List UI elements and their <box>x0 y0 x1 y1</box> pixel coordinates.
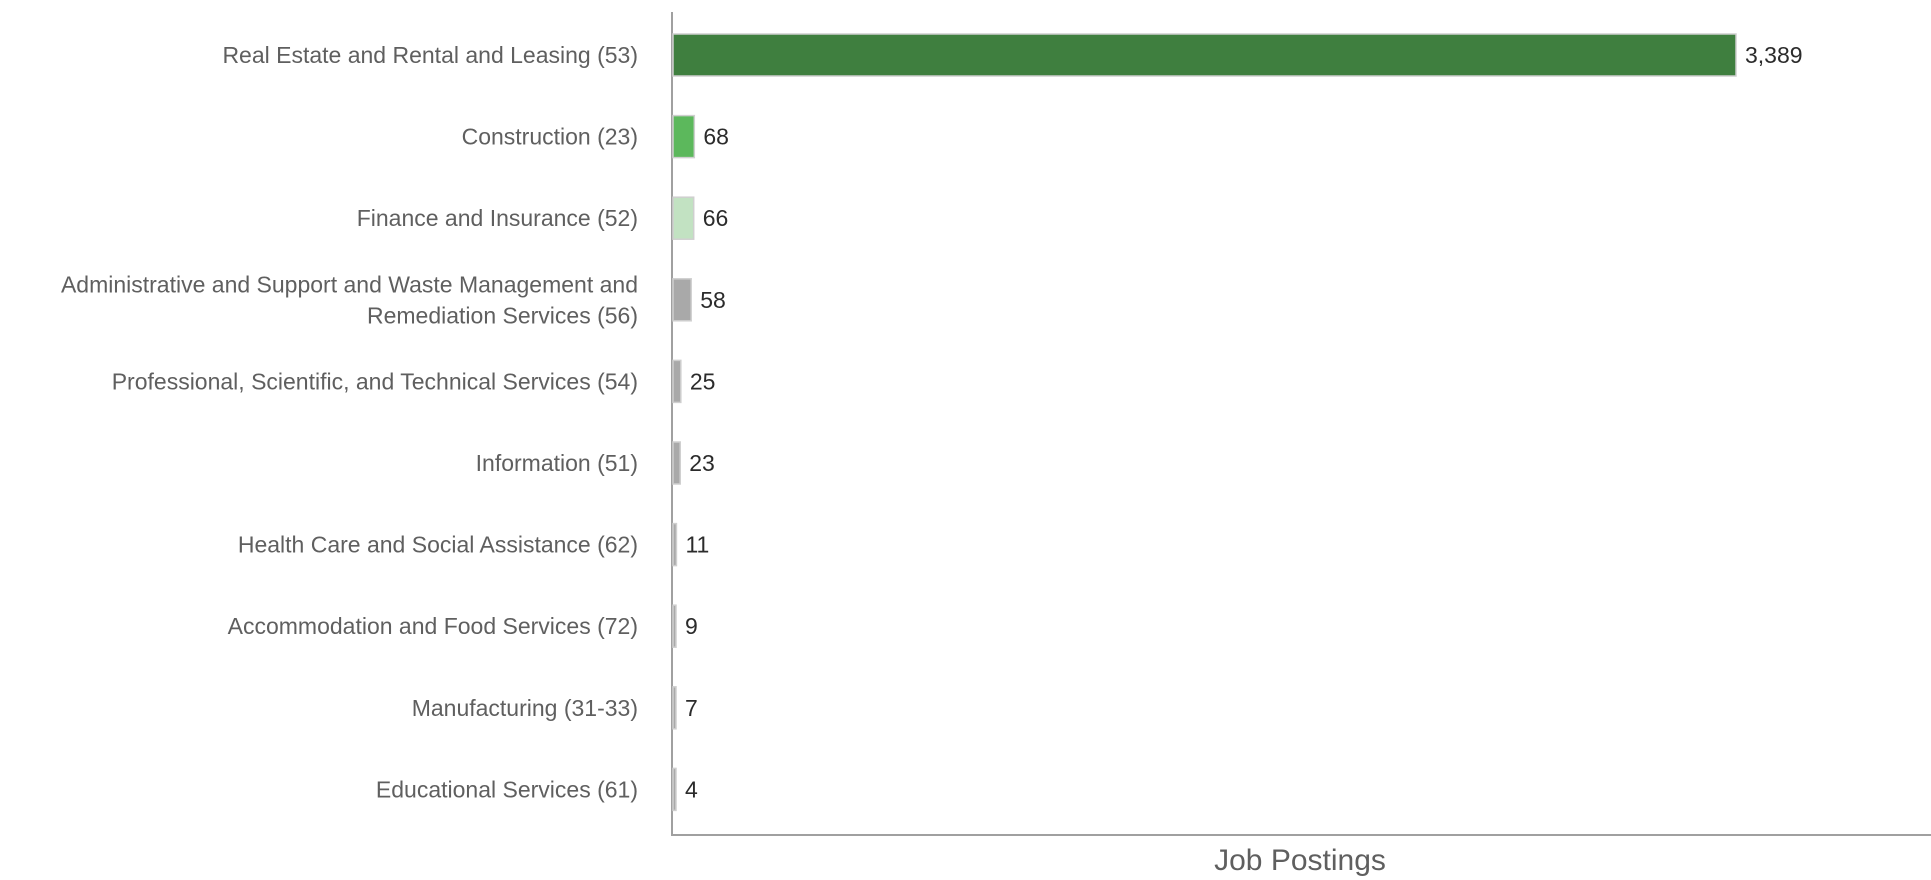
category-label-8: Manufacturing (31-33) <box>412 695 638 721</box>
bar-5[interactable] <box>672 441 681 485</box>
category-label-1: Construction (23) <box>462 124 638 150</box>
category-label-9: Educational Services (61) <box>376 776 638 802</box>
value-label-0: 3,389 <box>1745 42 1803 68</box>
bar-8[interactable] <box>672 686 677 730</box>
value-label-4: 25 <box>690 368 716 394</box>
bar-2[interactable] <box>672 196 695 240</box>
category-label-6: Health Care and Social Assistance (62) <box>238 532 638 558</box>
value-label-5: 23 <box>689 450 715 476</box>
value-label-9: 4 <box>685 776 698 802</box>
bar-4[interactable] <box>672 359 682 404</box>
value-label-3: 58 <box>700 287 726 313</box>
category-label-line: Finance and Insurance (52) <box>357 205 638 231</box>
category-label-line: Construction (23) <box>462 124 638 150</box>
x-axis-title: Job Postings <box>1214 844 1386 877</box>
bar-0[interactable] <box>672 33 1737 77</box>
category-label-line: Administrative and Support and Waste Man… <box>61 271 638 297</box>
bar-1[interactable] <box>672 114 696 159</box>
category-label-line: Accommodation and Food Services (72) <box>228 613 638 639</box>
category-label-7: Accommodation and Food Services (72) <box>228 613 638 639</box>
category-label-2: Finance and Insurance (52) <box>357 205 638 231</box>
value-label-6: 11 <box>685 532 709 558</box>
value-label-7: 9 <box>685 613 698 639</box>
bar-9[interactable] <box>672 767 677 812</box>
bar-6[interactable] <box>672 522 678 567</box>
value-label-group: 3,389 68 66 58 25 23 11 9 7 4 <box>683 40 1805 804</box>
category-label-line: Manufacturing (31-33) <box>412 695 638 721</box>
category-label-3: Administrative and Support and Waste Man… <box>61 271 638 328</box>
bar-group <box>672 33 1737 812</box>
category-label-line: Information (51) <box>476 450 638 476</box>
value-label-1: 68 <box>703 124 729 150</box>
category-label-group: Real Estate and Rental and Leasing (53) C… <box>61 42 638 802</box>
value-label-8: 7 <box>685 695 698 721</box>
bar-7[interactable] <box>672 604 677 648</box>
category-label-line: Real Estate and Rental and Leasing (53) <box>222 42 638 68</box>
category-label-5: Information (51) <box>476 450 638 476</box>
category-label-line: Professional, Scientific, and Technical … <box>112 368 638 394</box>
bar-3[interactable] <box>672 278 692 322</box>
category-label-line: Educational Services (61) <box>376 776 638 802</box>
category-label-line: Remediation Services (56) <box>367 302 638 328</box>
value-label-2: 66 <box>703 205 729 231</box>
category-label-0: Real Estate and Rental and Leasing (53) <box>222 42 638 68</box>
category-label-line: Health Care and Social Assistance (62) <box>238 532 638 558</box>
category-label-4: Professional, Scientific, and Technical … <box>112 368 638 394</box>
